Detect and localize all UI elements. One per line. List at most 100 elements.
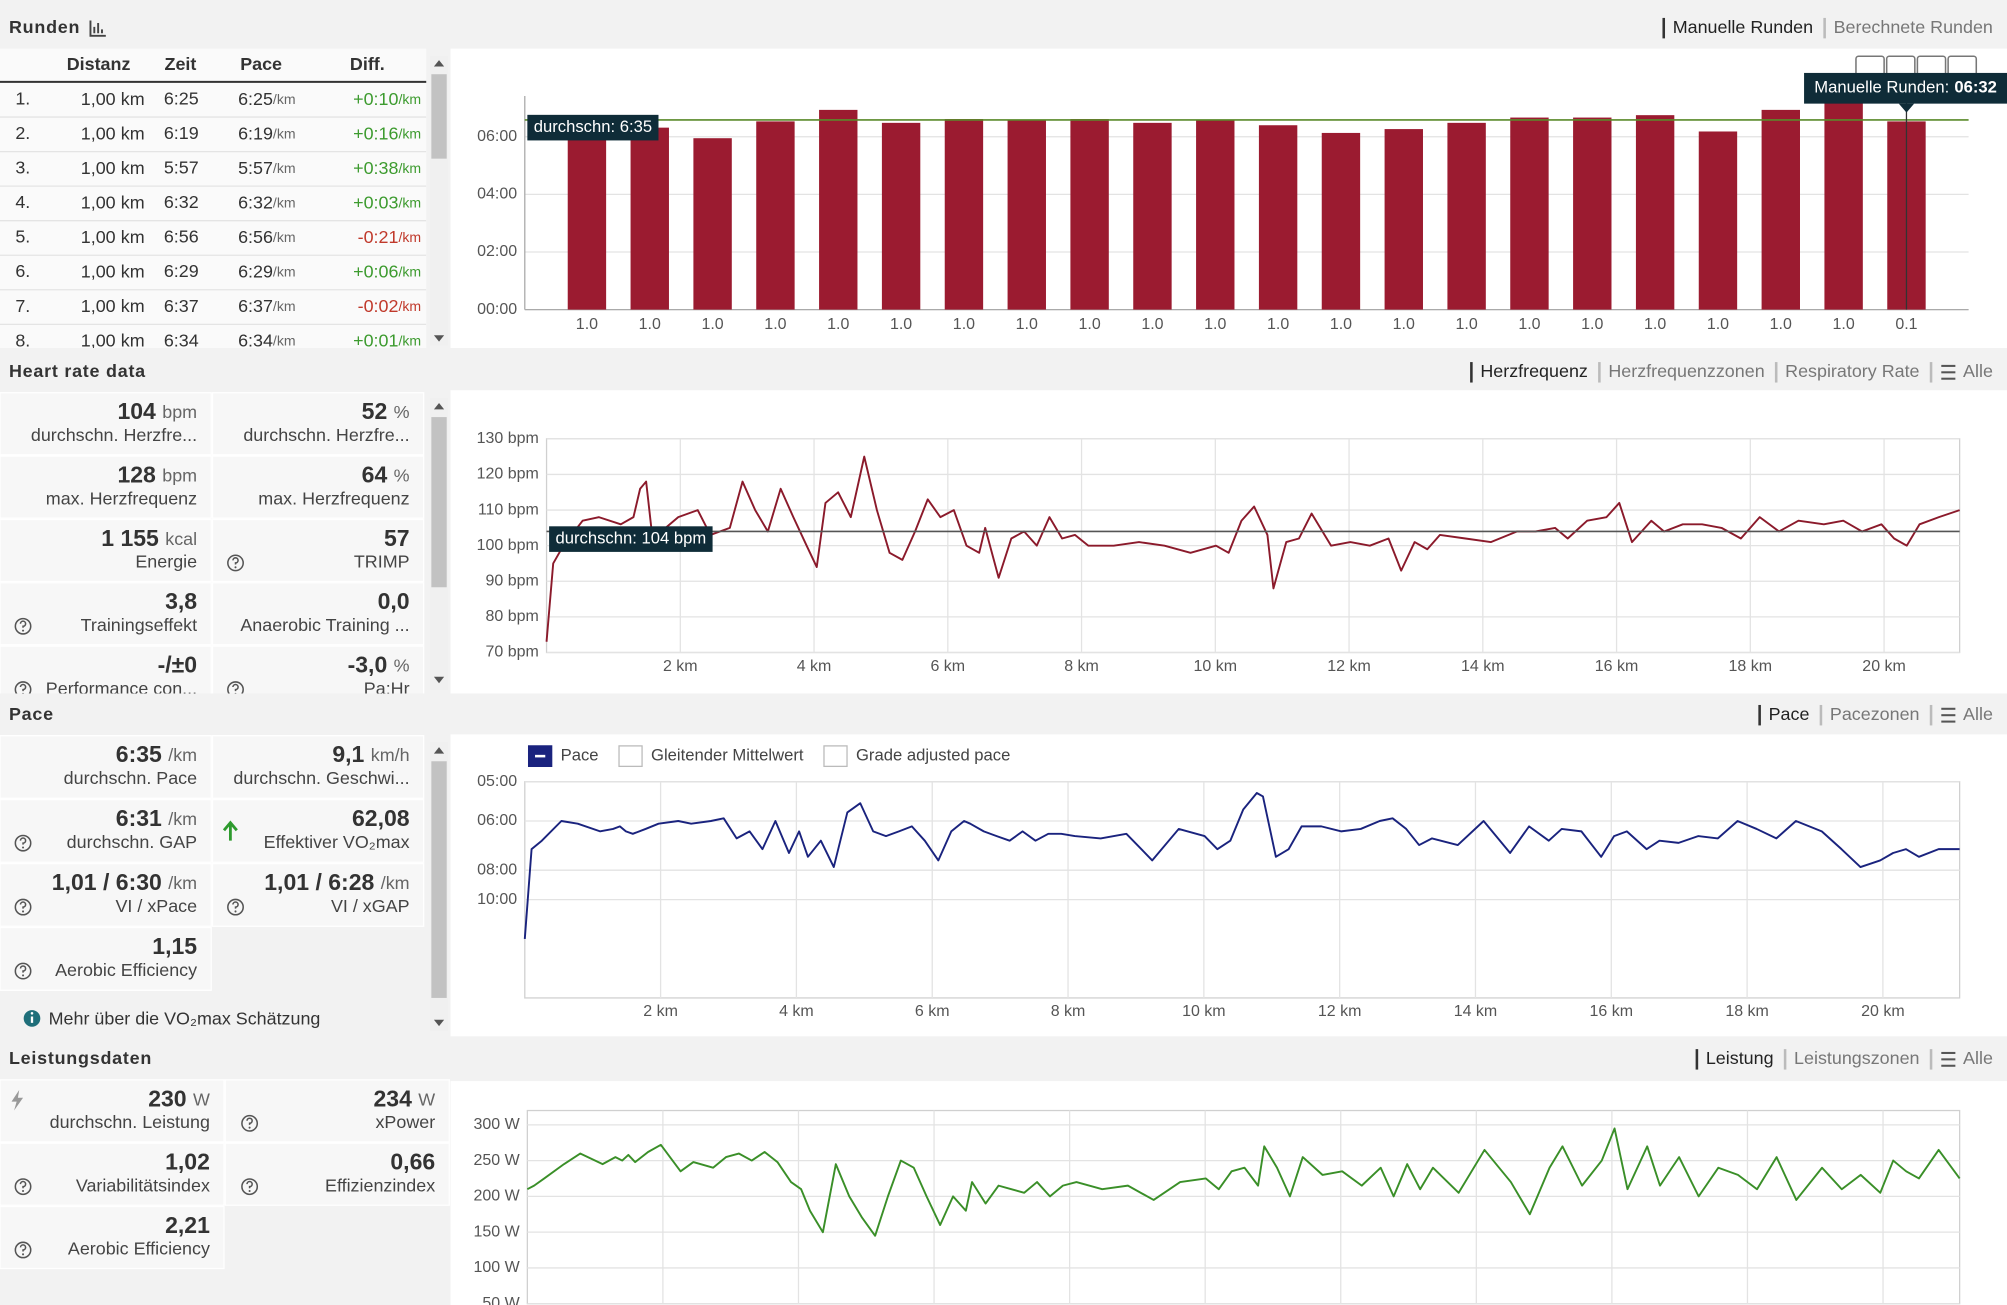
text-part: 1,00 (81, 123, 116, 143)
stat-label: xPower (375, 1112, 435, 1132)
legend-label[interactable]: Gleitender Mittelwert (651, 746, 804, 765)
scrollbar-thumb[interactable] (431, 761, 447, 998)
help-icon[interactable] (241, 1178, 259, 1196)
bar[interactable] (819, 109, 858, 310)
laps-rows: 1. 1,00 km 6:25 6:25/km +0:10/km2. 1,00 km 6:19 6… (0, 89, 427, 350)
text-part: km (121, 296, 145, 316)
column-header: Distanz (67, 54, 131, 74)
lap-distance: 1,00 km (81, 158, 145, 178)
stat-label: Trainingseffekt (81, 615, 198, 635)
bar[interactable] (881, 122, 921, 310)
bar[interactable] (1321, 132, 1361, 310)
bar[interactable] (1635, 115, 1675, 310)
bar[interactable] (1007, 120, 1046, 310)
text-part: km (121, 89, 145, 109)
stat-cell (211, 862, 425, 927)
y-tick-label: 110 bpm (478, 501, 539, 518)
bar[interactable] (1510, 117, 1549, 310)
lap-index: 2. (15, 123, 30, 143)
bar[interactable] (1698, 131, 1738, 310)
stat-value: 1,02 (165, 1149, 210, 1175)
help-icon[interactable] (14, 898, 32, 916)
stat-cell (211, 518, 425, 583)
bar[interactable] (1384, 129, 1423, 310)
text-part: 06:32 (1954, 78, 1997, 97)
bar[interactable] (1258, 125, 1298, 310)
laps-panel (0, 48, 427, 348)
tab[interactable]: Herzfrequenz (1480, 361, 1588, 381)
tab[interactable]: Leistung (1706, 1048, 1774, 1068)
section-title: Pace (9, 704, 54, 724)
help-icon[interactable] (14, 1178, 32, 1196)
bar[interactable] (693, 138, 732, 310)
x-tick-label: 12 km (1318, 1003, 1362, 1020)
average-label: durchschn: 104 bpm (556, 528, 707, 547)
stat-label: durchschn. Leistung (50, 1112, 210, 1132)
x-tick-label: 1.0 (1833, 316, 1855, 333)
stat-cell (0, 862, 212, 927)
help-icon[interactable] (14, 834, 32, 852)
scrollbar-thumb[interactable] (431, 74, 447, 159)
menu-button[interactable]: Alle (1963, 361, 1993, 381)
text-part: 1,15 (152, 933, 197, 959)
bar[interactable] (1761, 109, 1800, 310)
text-part: km (121, 192, 145, 212)
text-part: bpm (162, 465, 197, 485)
tab[interactable]: Leistungszonen (1794, 1048, 1919, 1068)
legend-box[interactable] (823, 745, 848, 768)
bar[interactable] (1196, 119, 1235, 310)
bar[interactable] (756, 121, 795, 310)
help-icon-dot (22, 974, 25, 977)
menu-button[interactable]: Alle (1963, 704, 1993, 724)
y-tick-label: 06:00 (477, 812, 517, 829)
x-tick-label: 8 km (1064, 658, 1099, 675)
text-part: bpm (162, 402, 197, 422)
x-tick-label: 1.0 (1518, 316, 1540, 333)
help-icon[interactable] (14, 617, 32, 635)
lap-diff: +0:01/km (353, 330, 421, 350)
x-tick-label: 1.0 (1267, 316, 1289, 333)
help-icon[interactable] (14, 681, 32, 697)
legend-label[interactable]: Grade adjusted pace (856, 746, 1010, 765)
section-title: Heart rate data (9, 361, 146, 381)
text-part: km (121, 158, 145, 178)
help-icon[interactable] (227, 898, 244, 916)
text-part: 6:56 (238, 227, 273, 247)
text-part: 6:35 (116, 741, 162, 767)
bar[interactable] (1447, 122, 1486, 310)
text-part: 6:29 (238, 261, 273, 281)
scrollbar-thumb[interactable] (431, 417, 447, 588)
tab[interactable]: Herzfrequenzzonen (1608, 361, 1764, 381)
help-icon[interactable] (227, 554, 244, 572)
tab[interactable]: Manuelle Runden (1673, 17, 1813, 37)
tab[interactable]: Respiratory Rate (1785, 361, 1919, 381)
stat-value: 52% (362, 398, 410, 424)
text-part: /km (273, 194, 296, 210)
tab[interactable]: Berechnete Runden (1834, 17, 1993, 37)
help-icon[interactable] (14, 962, 32, 980)
legend-box[interactable] (618, 745, 643, 768)
menu-button[interactable]: Alle (1963, 1048, 1993, 1068)
tab[interactable]: Pacezonen (1830, 704, 1920, 724)
bar[interactable] (1070, 119, 1109, 310)
tab[interactable]: Pace (1769, 704, 1810, 724)
bar[interactable] (1824, 96, 1863, 310)
text-part: W (418, 1089, 435, 1109)
help-icon[interactable] (241, 1114, 259, 1132)
stat-cell (211, 798, 425, 863)
bar[interactable] (1573, 117, 1612, 310)
lap-pace: 6:34/km (238, 330, 296, 350)
bar[interactable] (630, 127, 669, 310)
legend-label[interactable]: Pace (561, 746, 599, 765)
help-icon[interactable] (227, 681, 244, 697)
x-tick-label: 4 km (797, 658, 832, 675)
stat-label: max. Herzfrequenz (46, 488, 197, 508)
bar[interactable] (567, 124, 607, 310)
bar[interactable] (1133, 122, 1172, 310)
help-icon[interactable] (14, 1241, 32, 1259)
plot-area (524, 781, 1961, 999)
bar[interactable] (944, 119, 984, 310)
info-link[interactable]: Mehr über die VO₂max Schätzung (49, 1008, 321, 1028)
